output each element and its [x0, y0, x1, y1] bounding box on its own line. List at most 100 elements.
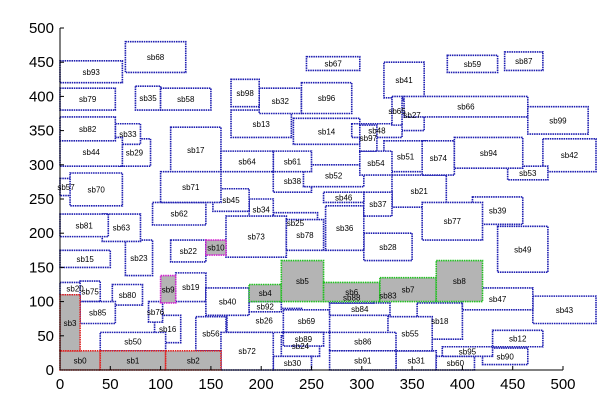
block-label-sb81: sb81	[75, 221, 93, 230]
block-sb7	[379, 276, 438, 303]
block-label-sb14: sb14	[318, 127, 336, 136]
block-label-sb47: sb47	[489, 295, 507, 304]
block-label-sb76: sb76	[147, 308, 165, 317]
block-sb77	[421, 201, 484, 241]
y-tick-label-450: 450	[29, 54, 54, 71]
block-sb59	[446, 54, 499, 74]
x-tick-label-200: 200	[249, 376, 274, 393]
block-label-sb71: sb71	[182, 183, 200, 192]
block-sb96	[300, 81, 353, 115]
block-label-sb10: sb10	[207, 244, 225, 253]
block-label-sb4: sb4	[259, 289, 272, 298]
block-label-sb45: sb45	[222, 196, 240, 205]
block-label-sb89: sb89	[295, 335, 313, 344]
block-sb15	[59, 249, 112, 269]
block-label-sb24: sb24	[292, 342, 310, 351]
block-sb42	[542, 138, 597, 173]
block-sb67	[305, 55, 361, 72]
block-label-sb68: sb68	[147, 53, 165, 62]
block-label-sb94: sb94	[480, 149, 498, 158]
block-label-sb21: sb21	[410, 187, 428, 196]
y-tick-label-500: 500	[29, 20, 54, 37]
block-label-sb48: sb48	[368, 127, 386, 136]
block-sb12	[491, 329, 544, 348]
block-label-sb37: sb37	[369, 200, 387, 209]
block-label-sb0: sb0	[74, 356, 87, 365]
block-label-sb2: sb2	[187, 356, 200, 365]
x-tick-label-500: 500	[550, 376, 575, 393]
block-label-sb54: sb54	[367, 159, 385, 168]
x-tick-label-150: 150	[198, 376, 223, 393]
block-label-sb79: sb79	[79, 95, 97, 104]
y-tick-label-300: 300	[29, 157, 54, 174]
block-label-sb66: sb66	[457, 103, 475, 112]
block-label-sb33: sb33	[119, 130, 137, 139]
block-sb78	[285, 218, 325, 252]
block-label-sb39: sb39	[489, 207, 507, 216]
block-label-sb75: sb75	[82, 287, 100, 296]
block-label-sb38: sb38	[284, 177, 302, 186]
block-label-sb64: sb64	[238, 157, 256, 166]
block-label-sb9: sb9	[162, 285, 175, 294]
block-label-sb82: sb82	[79, 125, 97, 134]
block-label-sb65: sb65	[388, 107, 406, 116]
block-sb50	[99, 331, 167, 352]
block-sb40	[205, 287, 250, 317]
block-sb92	[248, 300, 283, 313]
block-label-sb98: sb98	[236, 89, 254, 98]
block-label-sb18: sb18	[431, 317, 449, 326]
block-sb4	[248, 283, 283, 303]
block-label-sb41: sb41	[395, 76, 413, 85]
block-label-sb49: sb49	[514, 245, 532, 254]
block-label-sb92: sb92	[257, 303, 275, 312]
block-label-sb70: sb70	[88, 185, 106, 194]
x-tick-label-50: 50	[102, 376, 119, 393]
x-tick-label-0: 0	[56, 376, 64, 393]
block-label-sb35: sb35	[139, 94, 157, 103]
y-tick-label-100: 100	[29, 294, 54, 311]
block-sb58	[159, 87, 212, 111]
x-axis-ticks: 0 50 100 150 200 250 300 350 400 450 500	[56, 366, 576, 393]
block-sb43	[532, 295, 597, 325]
block-sb28	[363, 232, 413, 262]
y-tick-label-200: 200	[29, 225, 54, 242]
block-label-sb52: sb52	[325, 172, 343, 181]
block-label-sb77: sb77	[444, 217, 462, 226]
block-label-sb56: sb56	[202, 330, 220, 339]
block-sb6	[322, 281, 381, 303]
block-sb71	[159, 170, 222, 204]
block-label-sb88: sb88	[343, 293, 361, 302]
block-label-sb29: sb29	[126, 148, 144, 157]
block-label-sb1: sb1	[126, 356, 139, 365]
block-sb44	[59, 136, 124, 167]
block-label-sb26: sb26	[256, 316, 274, 325]
block-label-sb7: sb7	[402, 286, 415, 295]
block-sb69	[282, 309, 331, 334]
block-label-sb87: sb87	[515, 57, 533, 66]
block-label-sb83: sb83	[379, 291, 397, 300]
x-tick-label-100: 100	[148, 376, 173, 393]
block-label-sb43: sb43	[556, 306, 574, 315]
block-label-sb27: sb27	[403, 111, 421, 120]
block-label-sb59: sb59	[464, 60, 482, 69]
block-label-sb3: sb3	[64, 319, 77, 328]
block-label-sb78: sb78	[296, 231, 314, 240]
block-label-sb15: sb15	[76, 255, 94, 264]
block-sb87	[503, 51, 544, 72]
block-sb98	[230, 78, 260, 108]
x-tick-label-250: 250	[299, 376, 324, 393]
block-label-sb63: sb63	[113, 224, 131, 233]
block-label-sb85: sb85	[89, 309, 107, 318]
x-tick-label-450: 450	[500, 376, 525, 393]
block-sb5	[280, 259, 325, 303]
block-label-sb25: sb25	[287, 219, 305, 228]
block-sb82	[59, 116, 117, 142]
block-sb10	[205, 239, 227, 256]
y-tick-label-150: 150	[29, 259, 54, 276]
block-sb68	[124, 40, 187, 74]
block-label-sb84: sb84	[351, 305, 369, 314]
block-label-sb86: sb86	[354, 338, 372, 347]
block-label-sb91: sb91	[354, 356, 372, 365]
block-label-sb44: sb44	[83, 148, 101, 157]
block-sb65	[391, 95, 403, 126]
